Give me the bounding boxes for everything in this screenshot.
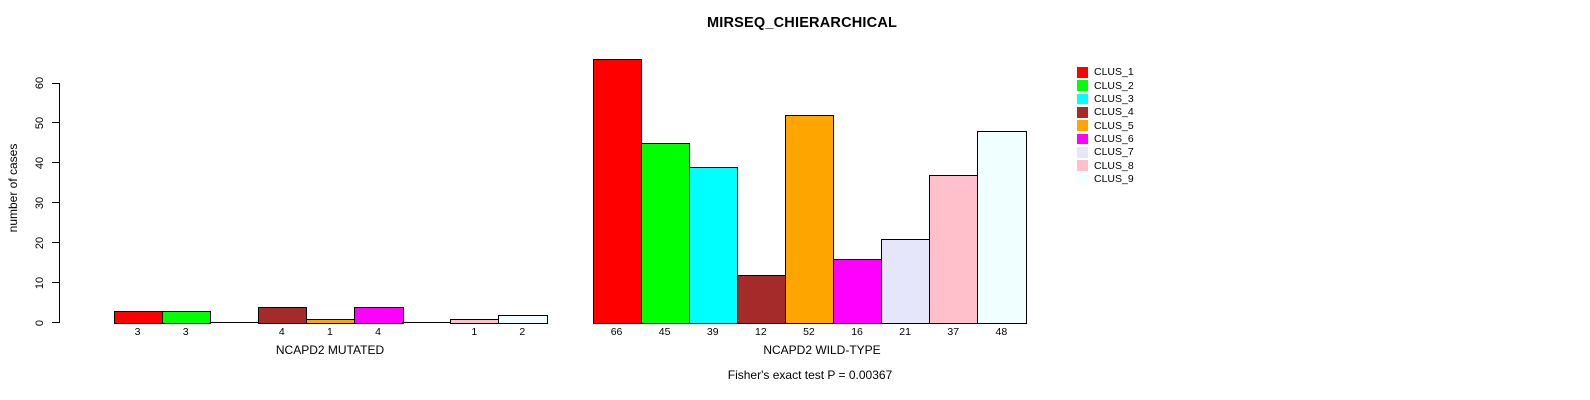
legend-label-clus_6: CLUS_6 (1094, 133, 1134, 145)
bar-clus_2-group2 (640, 142, 691, 324)
bar-value-label: 1 (327, 326, 333, 338)
y-axis-tick-label: 20 (34, 236, 46, 249)
y-axis-tick-label: 60 (34, 76, 46, 90)
bar-clus_7-group1-zero (402, 321, 452, 324)
bar-clus_1-group2 (592, 59, 642, 324)
bar-value-label: 39 (706, 326, 719, 338)
bar-value-label: 16 (851, 326, 863, 338)
bar-clus_6-group2 (833, 258, 883, 324)
legend-swatch-clus_2 (1077, 80, 1088, 91)
bar-value-label: 3 (182, 326, 189, 338)
bar-value-label: 52 (803, 326, 815, 338)
y-axis-tick-label: 30 (34, 196, 46, 209)
legend-label-clus_3: CLUS_3 (1094, 92, 1134, 105)
legend-label-clus_9: CLUS_9 (1094, 173, 1134, 186)
legend-swatch-clus_6 (1077, 133, 1088, 145)
y-axis-tick (52, 202, 60, 204)
legend-swatch-clus_1 (1077, 67, 1088, 78)
y-axis-tick (52, 242, 60, 244)
chart-title: MIRSEQ_CHIERARCHICAL (706, 15, 898, 31)
legend-swatch-clus_7 (1077, 147, 1088, 158)
legend-swatch-clus_8 (1077, 160, 1088, 171)
bar-value-label: 4 (278, 326, 285, 338)
legend-swatch-clus_3 (1077, 93, 1088, 105)
bar-value-label: 48 (995, 326, 1008, 338)
bar-value-label: 37 (947, 326, 960, 338)
bar-value-label: 45 (658, 326, 671, 338)
y-axis-tick-label: 10 (34, 276, 46, 289)
bar-clus_5-group2 (784, 114, 835, 324)
y-axis-tick (52, 82, 60, 84)
y-axis-label: number of cases (6, 143, 20, 233)
bar-value-label: 4 (375, 326, 381, 338)
bar-clus_4-group2 (736, 274, 787, 324)
bar-value-label: 21 (899, 326, 911, 338)
y-axis-tick-label: 50 (34, 116, 46, 130)
legend-label-clus_4: CLUS_4 (1094, 106, 1134, 119)
y-axis-tick-label: 40 (34, 156, 46, 169)
bar-value-label: 3 (134, 326, 141, 338)
bar-clus_5-group1 (305, 318, 356, 324)
y-axis-tick (52, 322, 60, 323)
legend-label-clus_5: CLUS_5 (1094, 119, 1134, 132)
x-axis-label-mutated: NCAPD2 MUTATED (275, 343, 385, 357)
bar-value-label: 66 (610, 326, 623, 338)
bar-clus_4-group1 (257, 306, 308, 324)
bar-clus_9-group1 (498, 314, 548, 324)
legend-label-clus_1: CLUS_1 (1094, 66, 1134, 79)
legend-swatch-clus_9 (1077, 173, 1088, 185)
y-axis-tick (52, 282, 60, 284)
bar-value-label: 1 (471, 326, 478, 338)
bar-clus_7-group2 (881, 238, 931, 324)
bar-clus_9-group2 (977, 130, 1027, 324)
legend-swatch-clus_4 (1077, 107, 1088, 118)
x-axis-label-wild-type: NCAPD2 WILD-TYPE (763, 343, 881, 357)
bar-clus_3-group2 (688, 166, 739, 324)
y-axis-tick (52, 162, 60, 164)
bar-clus_1-group1 (113, 310, 163, 324)
bar-clus_2-group1 (161, 310, 212, 324)
bar-value-label: 2 (519, 326, 526, 338)
legend-label-clus_2: CLUS_2 (1094, 79, 1134, 92)
legend-swatch-clus_5 (1077, 120, 1088, 131)
bar-clus_8-group2 (929, 174, 979, 324)
legend-label-clus_8: CLUS_8 (1094, 159, 1134, 172)
bar-value-label: 12 (755, 326, 767, 338)
bar-clus_8-group1 (450, 318, 500, 324)
y-axis-tick-label: 0 (34, 319, 46, 326)
legend-label-clus_7: CLUS_7 (1094, 146, 1134, 159)
bar-clus_6-group1 (354, 306, 404, 324)
y-axis-tick (52, 122, 60, 124)
fisher-test-annotation: Fisher's exact test P = 0.00367 (727, 368, 893, 382)
bar-clus_3-group1-zero (209, 321, 260, 324)
